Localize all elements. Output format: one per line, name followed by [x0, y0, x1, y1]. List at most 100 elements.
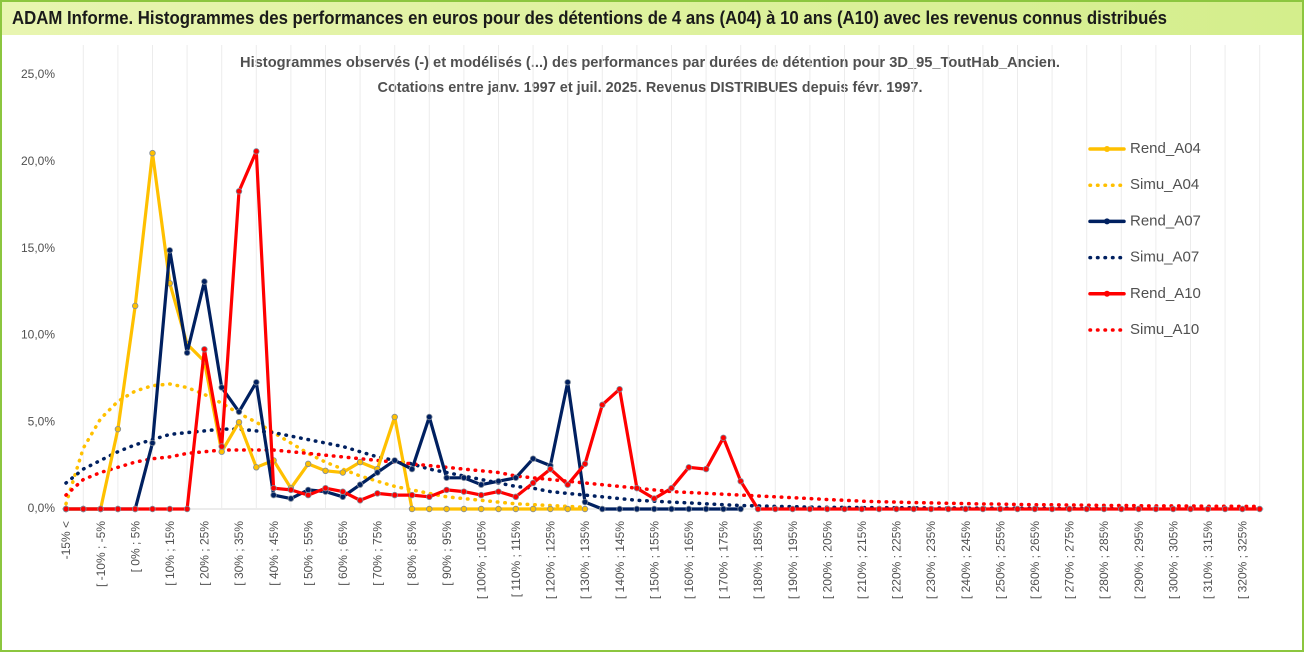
point	[945, 505, 952, 513]
point	[305, 486, 312, 494]
x-tick-label: [ 170% ; 175%	[717, 521, 731, 599]
x-tick-label: [ 130% ; 135%	[578, 521, 592, 599]
series-line	[64, 149, 1262, 511]
point	[183, 505, 191, 513]
x-tick-label: [ 320% ; 325%	[1236, 521, 1250, 599]
point	[114, 425, 122, 433]
point	[131, 302, 139, 310]
point	[529, 479, 537, 487]
x-tick-label: [ 260% ; 265%	[1028, 521, 1042, 599]
x-tick-label: [ 50% ; 55%	[301, 521, 315, 586]
point	[408, 491, 416, 499]
x-tick-label: [ 40% ; 45%	[267, 521, 281, 586]
x-tick-label: [ 310% ; 315%	[1201, 521, 1215, 599]
point	[720, 505, 727, 513]
point	[962, 505, 969, 513]
point	[253, 464, 260, 471]
point	[1152, 505, 1160, 513]
x-tick-label: [ 100% ; 105%	[474, 521, 488, 599]
point	[460, 488, 468, 495]
legend-label: Simu_A10	[1130, 321, 1199, 338]
point	[1204, 505, 1211, 513]
point	[218, 443, 225, 450]
x-tick-label: [ 190% ; 195%	[786, 521, 800, 599]
point	[270, 491, 277, 499]
point	[1014, 505, 1021, 513]
point	[426, 493, 433, 501]
point	[356, 481, 364, 488]
x-tick-label: [ -10% ; -5%	[94, 521, 108, 587]
point	[910, 505, 917, 513]
point	[772, 505, 779, 513]
point	[97, 505, 104, 513]
point	[529, 505, 537, 513]
point	[737, 505, 744, 513]
point	[166, 505, 173, 513]
y-tick-label: 20,0%	[21, 154, 55, 168]
point	[1031, 505, 1038, 513]
point	[702, 465, 710, 473]
point	[495, 478, 502, 485]
series-line	[64, 448, 1262, 509]
point	[339, 469, 346, 476]
point	[616, 386, 623, 393]
point	[408, 465, 416, 473]
point	[166, 247, 173, 254]
point	[322, 484, 329, 492]
point	[253, 148, 260, 155]
x-tick-label: [ 60% ; 65%	[336, 521, 350, 586]
point	[62, 505, 70, 513]
legend-label: Rend_A10	[1130, 285, 1201, 302]
x-tick-label: [ 120% ; 125%	[544, 521, 558, 599]
banner	[2, 2, 1302, 35]
point	[408, 505, 416, 513]
legend-marker	[1104, 146, 1110, 152]
point	[356, 458, 364, 466]
point	[322, 467, 329, 475]
point	[564, 481, 571, 488]
y-tick-label: 15,0%	[21, 241, 55, 255]
point	[893, 505, 900, 513]
point	[478, 491, 485, 499]
x-tick-label: -15% <	[59, 521, 73, 559]
point	[478, 505, 485, 513]
x-tick-label: [ 250% ; 255%	[993, 521, 1007, 599]
point	[183, 349, 191, 356]
point	[426, 505, 433, 513]
point	[651, 505, 658, 513]
legend-marker	[1104, 290, 1110, 297]
point	[131, 505, 139, 513]
x-tick-label: [ 240% ; 245%	[959, 521, 973, 599]
point	[875, 505, 883, 513]
point	[287, 486, 295, 494]
point	[668, 505, 675, 513]
point	[374, 469, 381, 476]
point	[581, 498, 589, 506]
x-tick-label: [ 300% ; 305%	[1166, 521, 1180, 599]
point	[685, 505, 692, 513]
point	[616, 505, 623, 513]
legend-label: Simu_A07	[1130, 249, 1199, 266]
chart-title: Histogrammes observés (-) et modélisés (…	[240, 54, 1060, 71]
point	[426, 413, 433, 421]
x-tick-label: [ 140% ; 145%	[613, 521, 627, 599]
point	[685, 464, 692, 471]
x-tick-label: [ 230% ; 235%	[924, 521, 938, 599]
point	[478, 481, 485, 488]
x-tick-label: [ 270% ; 275%	[1063, 521, 1077, 599]
legend-marker	[1104, 218, 1110, 225]
point	[1118, 505, 1125, 513]
point	[1083, 505, 1090, 513]
x-tick-label: [ 290% ; 295%	[1132, 521, 1146, 599]
point	[287, 495, 295, 502]
point	[374, 490, 381, 497]
point	[149, 149, 156, 157]
x-tick-label: [ 70% ; 75%	[371, 521, 385, 586]
x-tick-label: [ 110% ; 115%	[509, 521, 523, 598]
point	[149, 439, 156, 447]
point	[737, 478, 744, 485]
y-tick-label: 0,0%	[28, 501, 56, 515]
point	[218, 384, 225, 391]
point	[305, 460, 312, 468]
